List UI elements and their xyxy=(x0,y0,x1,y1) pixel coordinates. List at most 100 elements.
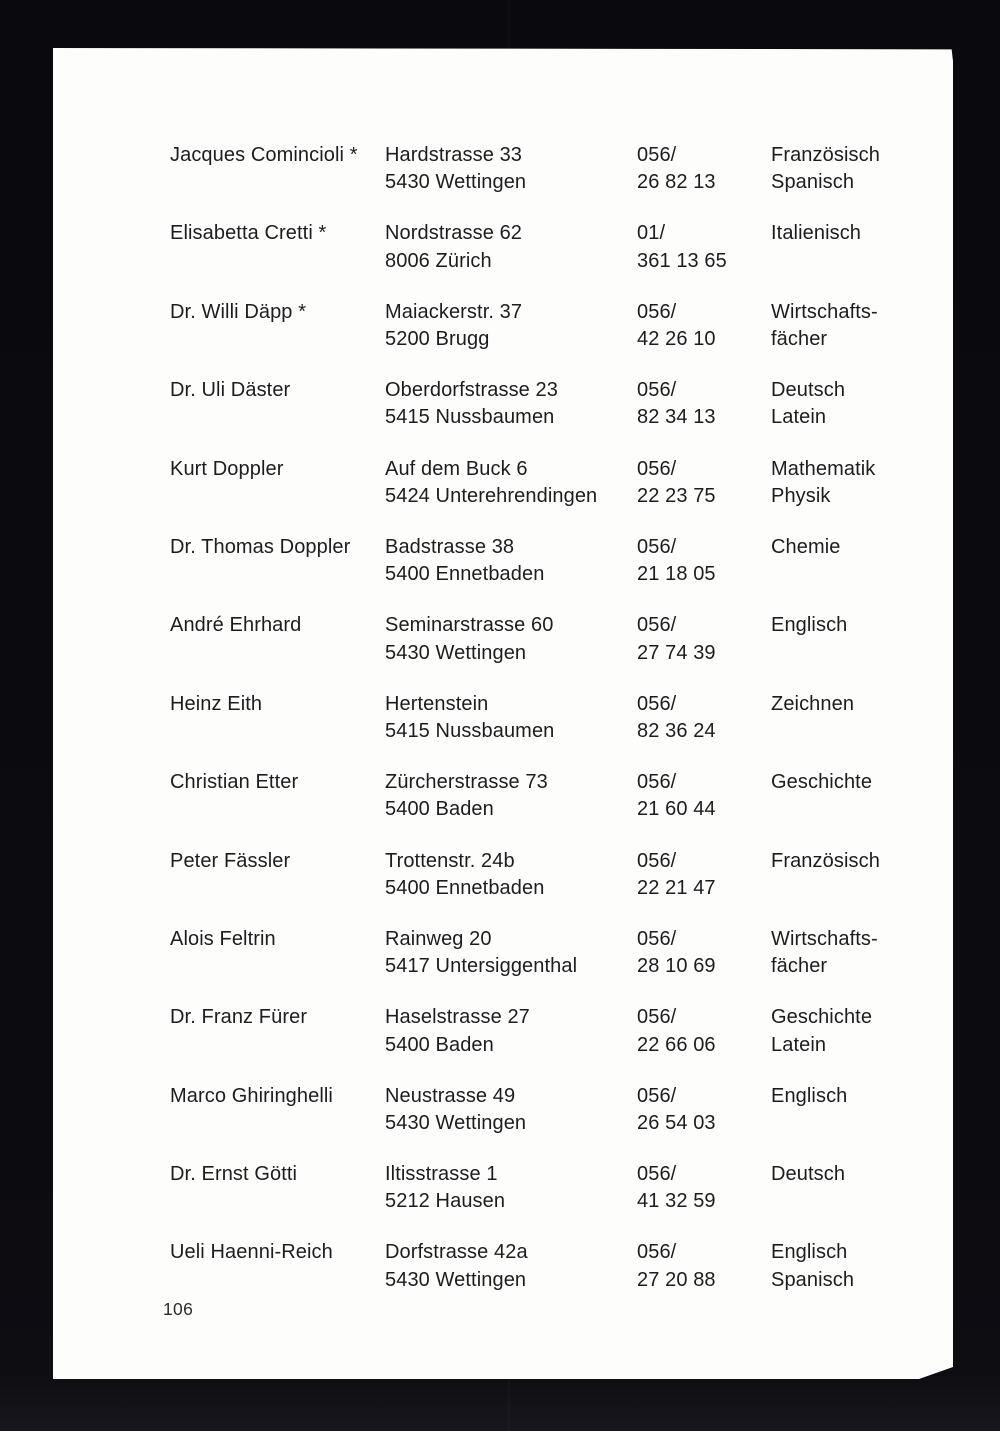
document-page: Jacques Comincioli * Hardstrasse 33 5430 … xyxy=(53,48,953,1379)
entry-address: Seminarstrasse 60 5430 Wettingen xyxy=(385,612,637,666)
entry-subjects: Französisch Spanisch xyxy=(771,142,930,196)
text-line: 056/ xyxy=(637,1163,677,1186)
text-line: Dr. Willi Däpp * xyxy=(170,300,307,323)
text-line: 5415 Nussbaumen xyxy=(385,406,555,429)
text-line: fächer xyxy=(771,327,828,350)
entry-address: Badstrasse 38 5400 Ennetbaden xyxy=(385,534,637,588)
text-line: Dr. Franz Fürer xyxy=(170,1006,308,1029)
text-line: 5417 Untersiggenthal xyxy=(385,955,578,978)
text-line: 5400 Ennetbaden xyxy=(385,563,545,586)
text-line: 5430 Wettingen xyxy=(385,1268,527,1291)
text-line: 056/ xyxy=(637,1084,677,1107)
text-line: fächer xyxy=(771,955,828,978)
text-line: 01/ xyxy=(637,222,666,245)
page-number: 106 xyxy=(163,1299,194,1319)
text-line: 28 10 69 xyxy=(637,955,716,978)
text-line: Christian Etter xyxy=(170,771,299,794)
entry-address: Trottenstr. 24b 5400 Ennetbaden xyxy=(385,848,637,902)
text-line: 21 60 44 xyxy=(637,798,716,821)
directory-list: Jacques Comincioli * Hardstrasse 33 5430 … xyxy=(170,142,930,1318)
text-line: Neustrasse 49 xyxy=(385,1084,516,1107)
text-line: 056/ xyxy=(637,535,677,558)
text-line: Wirtschafts- xyxy=(771,927,878,950)
text-line: Badstrasse 38 xyxy=(385,535,515,558)
text-line: Englisch xyxy=(771,614,848,637)
text-line: Dr. Uli Däster xyxy=(170,379,291,402)
text-line: Geschichte xyxy=(771,1006,873,1029)
entry-subjects: Englisch Spanisch xyxy=(771,1239,930,1293)
text-line: 27 20 88 xyxy=(637,1268,716,1291)
entry-phone: 056/27 74 39 xyxy=(637,612,771,666)
entry-name: Christian Etter xyxy=(170,769,385,823)
entry-phone: 056/42 26 10 xyxy=(637,299,771,353)
directory-entry: Ueli Haenni-Reich Dorfstrasse 42a 5430 We… xyxy=(170,1239,930,1317)
entry-subjects: Wirtschafts-fächer xyxy=(771,299,930,353)
text-line: Zeichnen xyxy=(771,692,855,715)
entry-address: Neustrasse 49 5430 Wettingen xyxy=(385,1083,637,1137)
entry-subjects: Wirtschafts-fächer xyxy=(771,926,930,980)
entry-address: Haselstrasse 27 5400 Baden xyxy=(385,1004,637,1058)
entry-name: Ueli Haenni-Reich xyxy=(170,1239,385,1293)
text-line: Kurt Doppler xyxy=(170,457,284,480)
text-line: 056/ xyxy=(637,692,677,715)
directory-entry: Elisabetta Cretti * Nordstrasse 62 8006 Z… xyxy=(170,220,930,298)
entry-address: Hardstrasse 33 5430 Wettingen xyxy=(385,142,637,196)
text-line: 056/ xyxy=(637,849,677,872)
text-line: André Ehrhard xyxy=(170,614,302,637)
text-line: 42 26 10 xyxy=(637,327,716,350)
entry-name: Heinz Eith xyxy=(170,691,385,745)
text-line: Geschichte xyxy=(771,771,873,794)
entry-address: Hertenstein 5415 Nussbaumen xyxy=(385,691,637,745)
entry-name: Dr. Franz Fürer xyxy=(170,1004,385,1058)
entry-phone: 056/82 36 24 xyxy=(637,691,771,745)
entry-phone: 056/26 54 03 xyxy=(637,1083,771,1137)
text-line: Peter Fässler xyxy=(170,849,291,872)
entry-subjects: Deutsch xyxy=(771,1161,930,1215)
entry-subjects: Geschichte xyxy=(771,769,930,823)
entry-address: Dorfstrasse 42a 5430 Wettingen xyxy=(385,1239,637,1293)
directory-entry: Heinz Eith Hertenstein 5415 Nussbaumen 05… xyxy=(170,691,930,769)
text-line: 056/ xyxy=(637,927,677,950)
text-line: Hertenstein xyxy=(385,692,489,715)
text-line: Zürcherstrasse 73 xyxy=(385,771,548,794)
entry-subjects: Chemie xyxy=(771,534,930,588)
text-line: 056/ xyxy=(637,771,677,794)
text-line: 22 23 75 xyxy=(637,484,716,507)
text-line: Nordstrasse 62 xyxy=(385,222,523,245)
entry-phone: 056/21 60 44 xyxy=(637,769,771,823)
directory-entry: Dr. Ernst Götti Iltisstrasse 1 5212 Hause… xyxy=(170,1161,930,1239)
entry-subjects: Deutsch Latein xyxy=(771,377,930,431)
entry-address: Auf dem Buck 6 5424 Unterehrendingen xyxy=(385,456,637,510)
entry-name: Jacques Comincioli * xyxy=(170,142,385,196)
text-line: Hardstrasse 33 xyxy=(385,144,523,166)
text-line: Dr. Ernst Götti xyxy=(170,1163,298,1186)
text-line: 5424 Unterehrendingen xyxy=(385,484,598,507)
text-line: 056/ xyxy=(637,614,677,637)
text-line: 26 82 13 xyxy=(637,171,716,194)
entry-phone: 056/21 18 05 xyxy=(637,534,771,588)
text-line: 8006 Zürich xyxy=(385,249,492,272)
entry-subjects: Italienisch xyxy=(771,220,930,274)
entry-phone: 056/22 23 75 xyxy=(637,456,771,510)
entry-address: Nordstrasse 62 8006 Zürich xyxy=(385,220,637,274)
entry-subjects: Mathematik Physik xyxy=(771,456,930,510)
text-line: Wirtschafts- xyxy=(771,300,878,323)
entry-phone: 056/26 82 13 xyxy=(637,142,771,196)
text-line: Deutsch xyxy=(771,379,846,402)
entry-subjects: Zeichnen xyxy=(771,691,930,745)
text-line: Rainweg 20 xyxy=(385,927,492,950)
directory-entry: Kurt Doppler Auf dem Buck 6 5424 Unterehr… xyxy=(170,456,930,534)
entry-name: Peter Fässler xyxy=(170,848,385,902)
text-line: Dorfstrasse 42a xyxy=(385,1241,528,1264)
text-line: Jacques Comincioli * xyxy=(170,144,358,166)
text-line: 056/ xyxy=(637,1241,677,1264)
entry-name: Kurt Doppler xyxy=(170,456,385,510)
directory-entry: Peter Fässler Trottenstr. 24b 5400 Ennetb… xyxy=(170,848,930,926)
directory-entry: Dr. Franz Fürer Haselstrasse 27 5400 Bade… xyxy=(170,1004,930,1082)
text-line: Dr. Thomas Doppler xyxy=(170,535,351,558)
text-line: Englisch xyxy=(771,1241,848,1264)
text-line: Ueli Haenni-Reich xyxy=(170,1241,333,1264)
text-line: Spanisch xyxy=(771,1268,855,1291)
entry-name: Marco Ghiringhelli xyxy=(170,1083,385,1137)
